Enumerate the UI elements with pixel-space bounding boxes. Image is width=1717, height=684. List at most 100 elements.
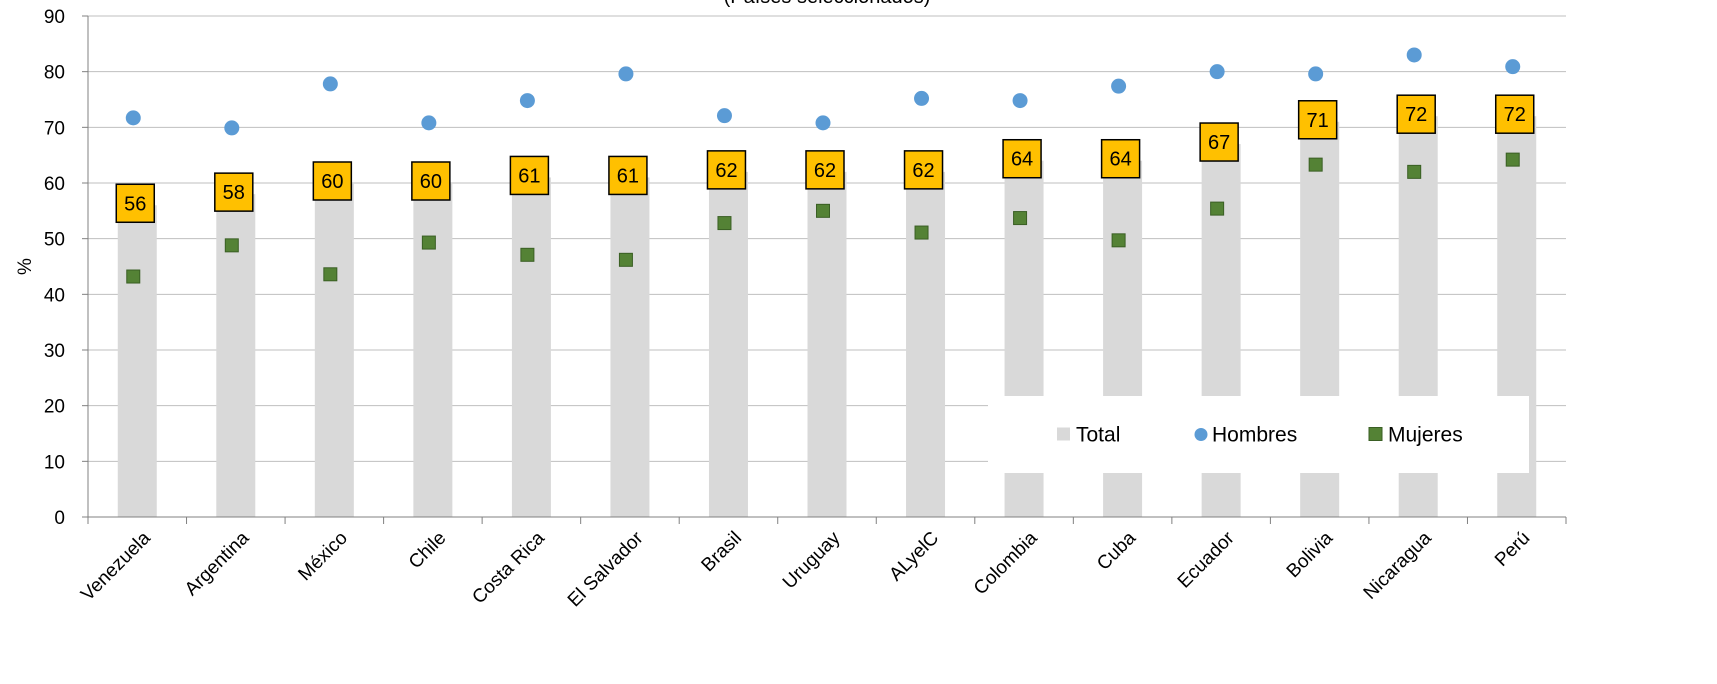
total-data-label-box — [1297, 100, 1338, 140]
total-data-label-box — [706, 150, 747, 190]
x-category-label: Cuba — [1093, 527, 1140, 574]
x-category-label: Ecuador — [1174, 527, 1239, 592]
y-tick-label: 0 — [54, 508, 65, 529]
total-data-label: 61 — [617, 165, 639, 187]
y-tick-label: 70 — [44, 118, 65, 139]
bar-total — [906, 171, 946, 517]
x-category-label: Bolivia — [1283, 527, 1338, 582]
hombres-point — [1406, 47, 1422, 63]
bar-total — [314, 183, 354, 517]
total-data-label: 62 — [912, 160, 934, 182]
bar-total — [610, 177, 650, 517]
hombres-point — [1308, 66, 1324, 82]
hombres-point — [815, 115, 831, 131]
chart-subtitle: (Países seleccionados) — [724, 0, 931, 8]
mujeres-point — [421, 235, 436, 250]
legend-swatch-mujeres — [1368, 427, 1383, 441]
x-category-label: México — [294, 528, 351, 585]
mujeres-point — [1111, 233, 1126, 248]
x-category-label: Venezuela — [77, 527, 155, 605]
mujeres-point — [1505, 152, 1520, 167]
y-tick-label: 10 — [44, 452, 65, 473]
x-category-label: Argentina — [181, 527, 254, 600]
hombres-point — [421, 115, 437, 131]
total-data-label-box — [903, 150, 944, 190]
mujeres-point — [126, 269, 141, 284]
y-tick-label: 20 — [44, 397, 65, 418]
mujeres-point — [618, 252, 633, 267]
total-data-label: 71 — [1307, 110, 1329, 132]
mujeres-point — [323, 267, 338, 282]
x-category-label: ALyelC — [885, 528, 943, 586]
total-data-label: 62 — [715, 160, 737, 182]
total-data-label-box — [1494, 94, 1535, 134]
total-data-label: 58 — [223, 182, 245, 204]
legend-swatch-hombres — [1194, 428, 1208, 441]
y-tick-label: 90 — [44, 7, 65, 28]
x-category-label: Colombia — [970, 527, 1042, 599]
y-axis-label: % — [15, 258, 36, 275]
total-data-label-box — [1100, 138, 1141, 179]
y-tick-label: 30 — [44, 341, 65, 362]
y-tick-label: 50 — [44, 230, 65, 251]
total-data-label-box — [1199, 122, 1239, 162]
mujeres-point — [1308, 157, 1323, 172]
x-category-label: Brasil — [698, 528, 746, 576]
total-data-label-box — [214, 172, 254, 212]
total-data-label: 60 — [321, 171, 343, 193]
hombres-point — [1505, 59, 1521, 75]
bar-total — [511, 177, 551, 517]
total-data-label-box — [312, 161, 353, 201]
x-category-label: El Salvador — [564, 527, 648, 611]
total-data-label: 67 — [1208, 132, 1230, 154]
legend-swatch-total — [1057, 427, 1070, 441]
hombres-point — [519, 93, 535, 109]
mujeres-point — [224, 238, 239, 253]
hombres-point — [224, 120, 240, 136]
hombres-point — [618, 66, 634, 82]
total-data-label: 60 — [420, 171, 442, 193]
hombres-point — [914, 90, 930, 106]
total-data-label-box — [1002, 138, 1042, 179]
mujeres-point — [717, 216, 732, 231]
legend-label-hombres: Hombres — [1212, 424, 1297, 447]
total-data-label: 64 — [1011, 149, 1033, 171]
x-category-label: Perú — [1491, 528, 1534, 571]
bar-total — [807, 171, 847, 517]
total-data-label: 64 — [1109, 149, 1131, 171]
y-tick-label: 80 — [44, 63, 65, 84]
bar-total — [413, 183, 453, 517]
x-category-label: Uruguay — [779, 527, 845, 593]
total-data-label-box — [1396, 94, 1436, 134]
mujeres-point — [816, 203, 830, 218]
total-data-label-box — [608, 155, 648, 196]
hombres-point — [322, 76, 338, 92]
total-data-label-box — [509, 155, 550, 196]
hombres-point — [1209, 64, 1225, 80]
y-tick-label: 40 — [44, 285, 65, 306]
hombres-point — [1012, 93, 1028, 109]
mujeres-point — [914, 225, 929, 240]
hombres-point — [125, 110, 141, 126]
total-data-label: 61 — [518, 165, 540, 187]
hombres-point — [1111, 78, 1127, 94]
x-category-label: Chile — [405, 528, 450, 573]
y-tick-label: 60 — [44, 174, 65, 195]
total-data-label: 62 — [814, 160, 836, 182]
legend-label-total: Total — [1076, 424, 1120, 447]
total-data-label: 72 — [1504, 104, 1526, 126]
bar-total — [117, 205, 157, 517]
total-data-label-box — [411, 161, 451, 201]
x-category-label: Nicaragua — [1360, 527, 1436, 603]
legend-box — [988, 396, 1529, 473]
mujeres-point — [1013, 211, 1028, 226]
mujeres-point — [520, 247, 535, 262]
total-data-label-box — [115, 183, 156, 224]
mujeres-point — [1407, 164, 1422, 179]
mujeres-point — [1210, 201, 1225, 216]
legend-label-mujeres: Mujeres — [1388, 424, 1463, 447]
x-category-label: Costa Rica — [468, 527, 549, 608]
total-data-label-box — [805, 150, 845, 190]
hombres-point — [716, 108, 732, 124]
